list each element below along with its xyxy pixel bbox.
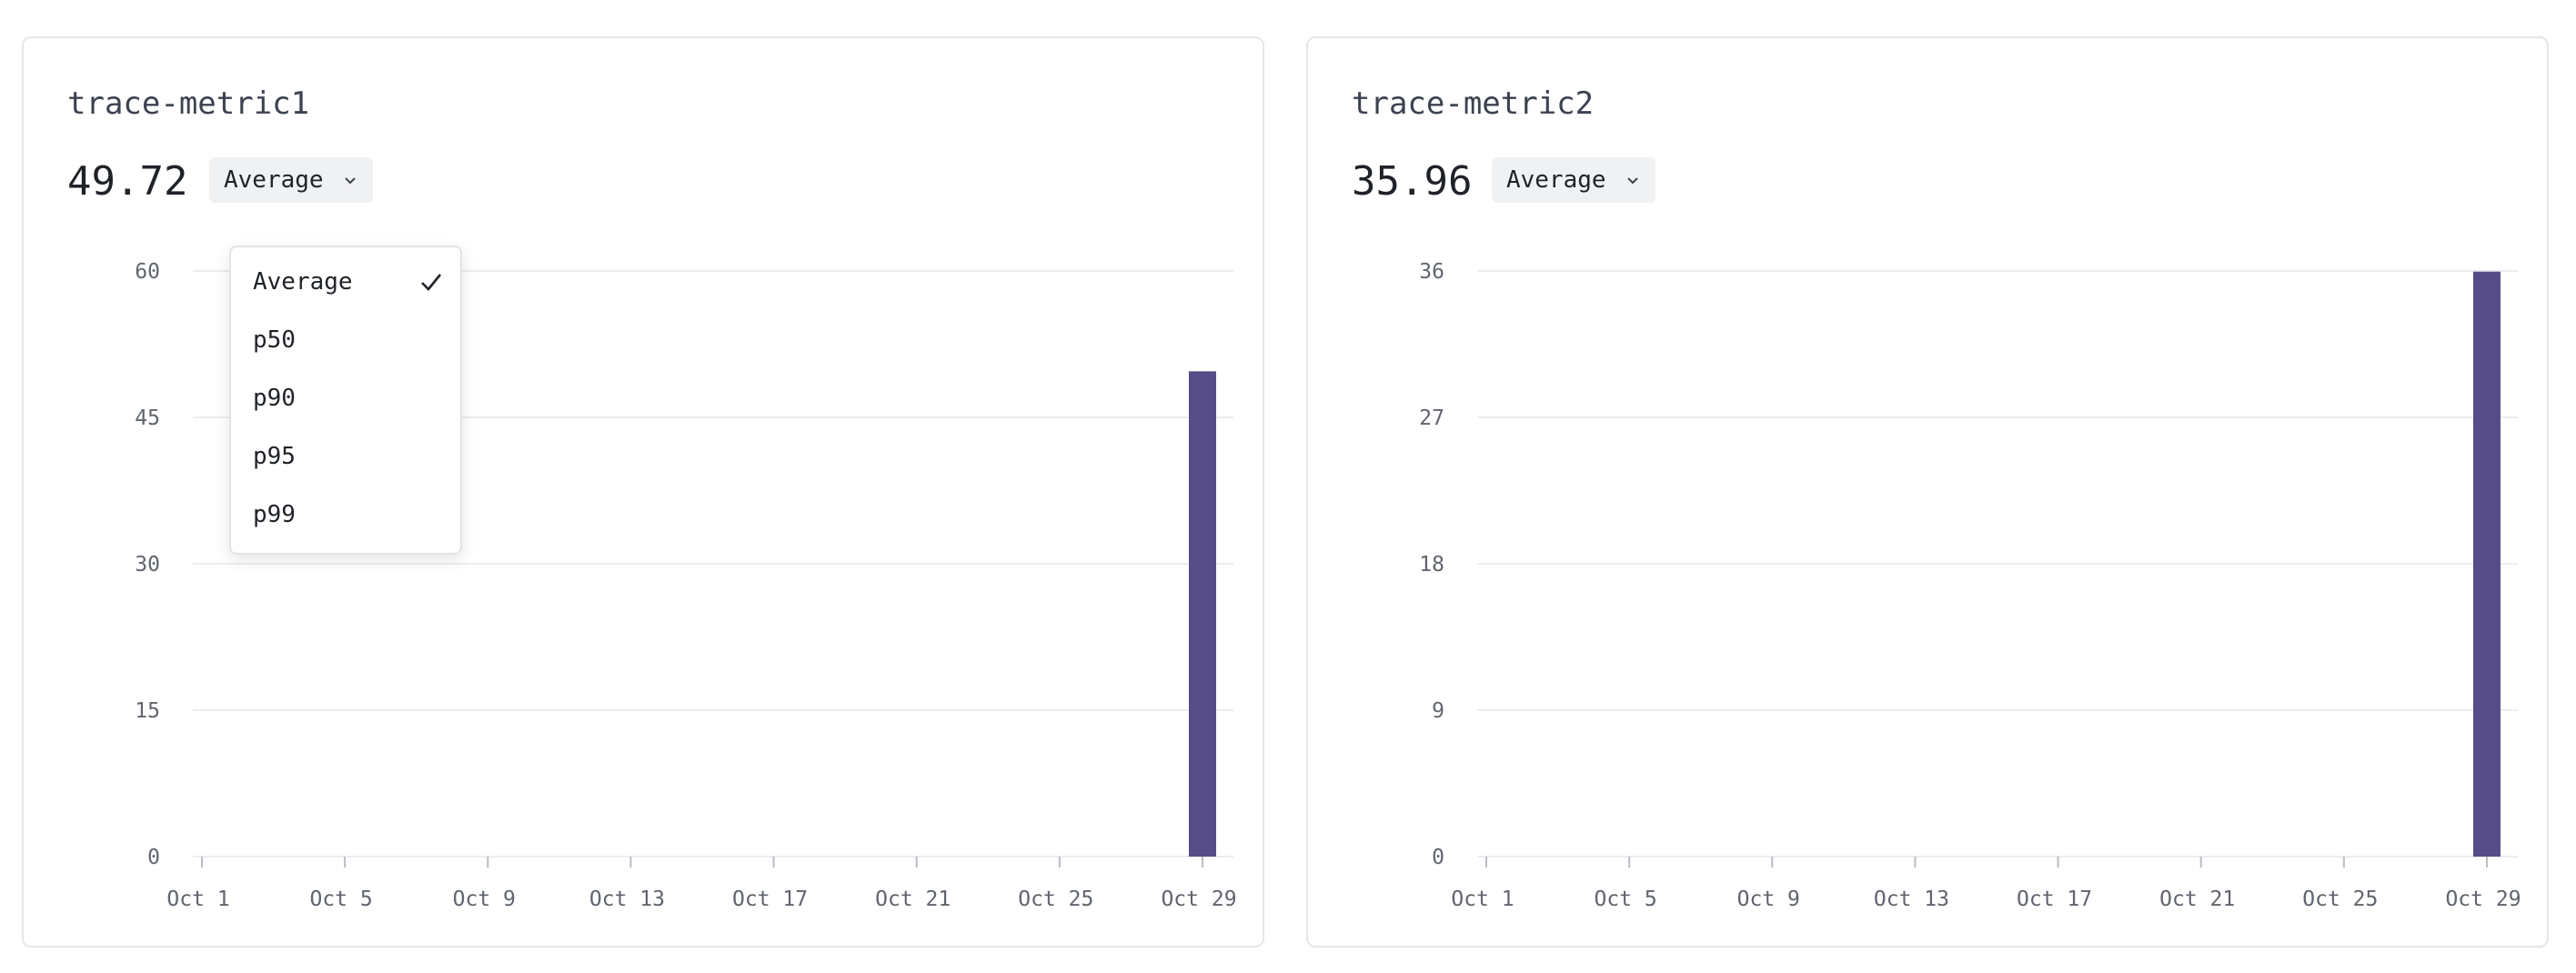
x-tick-label: Oct 17 — [732, 888, 808, 911]
card-title: trace-metric2 — [1352, 85, 1595, 122]
x-tick-label: Oct 21 — [875, 888, 951, 911]
x-tick-label: Oct 9 — [453, 888, 516, 911]
x-tick-label: Oct 17 — [2017, 888, 2092, 911]
dropdown-option-label: p99 — [253, 501, 296, 528]
check-icon — [421, 274, 442, 291]
y-tick-label: 15 — [135, 699, 160, 723]
aggregation-select[interactable]: Average — [209, 157, 373, 203]
y-tick-label: 9 — [1432, 699, 1444, 723]
x-tick-label: Oct 13 — [1874, 888, 1949, 911]
x-tick-label: Oct 1 — [166, 888, 229, 911]
y-tick-label: 45 — [135, 406, 160, 430]
bar[interactable] — [2473, 271, 2501, 857]
aggregation-label: Average — [1506, 166, 1606, 194]
x-tick-label: Oct 29 — [1161, 888, 1236, 911]
x-tick-label: Oct 21 — [2159, 888, 2235, 911]
dropdown-option-label: Average — [253, 268, 353, 296]
dropdown-option-label: p90 — [253, 385, 296, 412]
dropdown-option-p95[interactable]: p95 — [253, 431, 444, 482]
metric-card-2: trace-metric2 35.96 Average 0 9 18 27 36 Oct … — [1306, 36, 2549, 948]
x-tick-label: Oct 9 — [1737, 888, 1800, 911]
bar-chart: 0 9 18 27 36 Oct 1 Oct 5 Oct 9 Oct 13 Oct 17 Oct 2… — [1419, 260, 2521, 911]
metric-card-1: trace-metric1 49.72 Average 0 15 30 45 60 Oct… — [22, 36, 1264, 948]
bar[interactable] — [1189, 371, 1216, 858]
y-tick-label: 0 — [1432, 846, 1444, 869]
card-title: trace-metric1 — [67, 85, 310, 122]
chevron-down-icon — [1626, 177, 1638, 185]
dropdown-option-p99[interactable]: p99 — [253, 489, 444, 540]
y-tick-label: 36 — [1419, 260, 1444, 284]
x-tick-label: Oct 5 — [1595, 888, 1657, 911]
x-tick-label: Oct 29 — [2445, 888, 2521, 911]
y-tick-label: 18 — [1419, 553, 1444, 577]
metric-value: 35.96 — [1352, 158, 1473, 205]
bar-chart: 0 15 30 45 60 Oct 1 Oct 5 Oct 9 Oct 13 Oct 17 Oct … — [135, 260, 1236, 911]
x-tick-label: Oct 25 — [2302, 888, 2378, 911]
dropdown-option-p90[interactable]: p90 — [253, 373, 444, 424]
dropdown-option-label: p95 — [253, 443, 296, 470]
dropdown-option-p50[interactable]: p50 — [253, 315, 444, 366]
chevron-down-icon — [344, 177, 356, 185]
dropdown-option-label: p50 — [253, 326, 296, 354]
aggregation-dropdown-menu: Average p50 p90 p95 p99 — [229, 246, 462, 555]
dropdown-option-average[interactable]: Average — [253, 256, 444, 307]
y-tick-label: 27 — [1419, 406, 1444, 430]
aggregation-select[interactable]: Average — [1492, 157, 1655, 203]
x-tick-label: Oct 13 — [589, 888, 665, 911]
y-tick-label: 0 — [147, 846, 160, 869]
x-tick-label: Oct 25 — [1018, 888, 1093, 911]
x-tick-label: Oct 1 — [1451, 888, 1514, 911]
x-tick-label: Oct 5 — [310, 888, 373, 911]
aggregation-label: Average — [224, 166, 324, 194]
y-tick-label: 60 — [135, 260, 160, 284]
metric-value: 49.72 — [67, 158, 188, 205]
y-tick-label: 30 — [135, 553, 160, 577]
